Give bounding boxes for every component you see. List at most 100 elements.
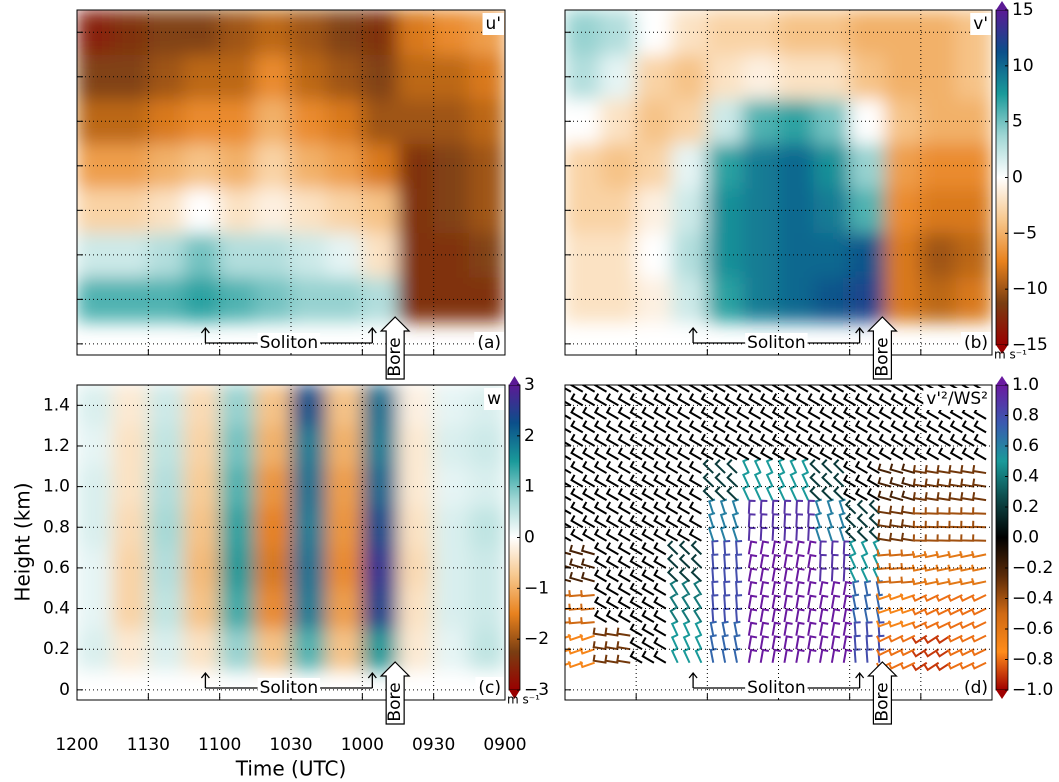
wind-barb [842,393,857,407]
wind-barb [889,476,904,488]
wind-barb [819,385,833,393]
colorbar-tick-label: 0.6 [1012,436,1039,456]
wind-barb [860,539,869,555]
heat-cell [397,276,435,323]
wind-barb [936,507,951,515]
heat-cell [397,187,435,234]
wind-barb [830,648,841,663]
wind-barb [814,498,823,515]
wind-barb [830,635,841,650]
heat-cell [778,98,815,145]
wind-barb [819,635,829,650]
wind-barb [676,433,691,447]
wind-barb [688,420,702,434]
wind-barb [821,459,833,474]
wind-barb [629,555,643,569]
y-tick-label: 0.2 [43,639,70,659]
heat-cell [600,232,637,278]
wind-barb [653,420,667,434]
wind-barb [912,464,927,475]
heat-cell [112,385,149,427]
wind-barb [759,540,770,555]
wind-barb [807,513,815,528]
heat-cell [600,98,637,145]
heat-cell [361,232,399,278]
wind-barb [809,472,821,488]
wind-barb [721,634,729,650]
wind-barb [653,636,667,651]
wind-barb [678,567,691,583]
heat-cell [326,54,363,100]
wind-barb [748,406,762,420]
y-tick-label: 0 [59,680,70,700]
wind-barb [670,620,679,637]
wind-barb [724,447,738,461]
wind-barb [641,474,655,488]
heat-cell [326,276,363,323]
wind-barb [807,635,817,650]
wind-barb [565,661,572,666]
wind-barb [876,576,892,584]
heat-cell [742,54,779,100]
wind-barb [593,406,608,420]
heat-cell [468,54,505,100]
soliton-arrow [688,671,698,688]
wind-barb [771,581,781,596]
wind-barb [567,633,584,642]
wind-barb [568,617,583,625]
wind-barb [795,393,809,407]
wind-barb [970,648,987,657]
heat-cell [884,276,922,323]
wind-barb [842,581,853,596]
wind-barb [709,634,717,650]
wind-barb [723,539,731,555]
heat-cell [77,385,114,427]
colorbar-tick-label: 5 [1012,112,1023,132]
wind-barb [712,420,726,434]
wind-barb [819,621,829,636]
wind-barb [580,571,595,583]
heat-cell [920,98,957,145]
wind-barb [735,607,743,623]
wind-barb [641,609,655,623]
bore-arrow [866,316,898,380]
label-bg [475,677,504,699]
wind-barb [690,567,703,583]
wind-barb [731,498,739,515]
wind-barb [807,393,821,407]
wind-barb [681,607,691,623]
wind-barb [911,550,927,559]
heat-cell [468,276,505,323]
colorbar-tick-label: 0.2 [1012,497,1039,517]
soliton-arrow [367,326,377,343]
heat-cell [433,628,470,671]
wind-barb [771,513,780,528]
x-axis-label: Time (UTC) [235,757,347,781]
wind-barb [629,528,643,542]
wind-barb [570,487,584,502]
wind-barb [723,553,731,568]
wind-barb [853,621,861,636]
heat-cell [397,587,435,630]
wind-barb [771,567,781,582]
wind-barb [666,540,679,556]
wind-barb [616,627,631,637]
wind-barb [875,593,892,601]
colorbar-tick-label: −10 [1012,279,1048,299]
wind-barb [947,621,963,630]
wind-barb [819,567,827,582]
wind-barb [935,550,951,559]
wind-barb [783,581,793,596]
wind-barb [889,463,904,475]
wind-barb [629,609,643,623]
heat-cell [326,587,363,630]
heat-cell [361,276,399,323]
heat-cell [397,98,435,145]
heat-cell [433,54,470,100]
wind-barb [972,464,987,475]
heat-cell [920,276,957,323]
wind-barb [961,420,975,434]
wind-barb [795,648,805,663]
soliton-label: Soliton [747,678,805,698]
wind-barb [629,542,643,556]
